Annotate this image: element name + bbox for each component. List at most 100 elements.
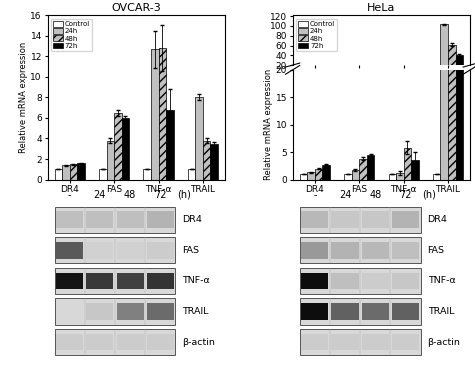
Text: DR4: DR4 xyxy=(428,215,447,224)
Bar xyxy=(301,272,328,289)
Bar xyxy=(56,334,83,350)
Bar xyxy=(301,242,328,259)
Legend: Control, 24h, 48h, 72h: Control, 24h, 48h, 72h xyxy=(51,19,92,51)
Bar xyxy=(456,0,463,180)
Bar xyxy=(116,242,143,259)
Bar xyxy=(332,272,359,289)
Bar xyxy=(203,141,210,180)
Text: TNF-α: TNF-α xyxy=(428,276,456,285)
Bar xyxy=(392,272,419,289)
Bar xyxy=(359,159,367,180)
Text: 72: 72 xyxy=(154,190,167,200)
Bar xyxy=(114,113,122,180)
Bar xyxy=(300,298,420,325)
Bar xyxy=(332,303,359,320)
Bar xyxy=(116,211,143,228)
Bar xyxy=(300,329,420,355)
Bar xyxy=(86,334,114,350)
Text: β-actin: β-actin xyxy=(428,337,460,347)
Bar xyxy=(147,272,174,289)
Bar xyxy=(195,97,203,180)
Text: 24: 24 xyxy=(339,190,351,200)
Bar xyxy=(116,272,143,289)
Bar xyxy=(300,74,307,75)
Bar xyxy=(86,272,114,289)
Text: TNF-α: TNF-α xyxy=(182,276,210,285)
Text: -: - xyxy=(313,190,316,200)
Bar xyxy=(307,74,315,75)
Bar xyxy=(147,211,174,228)
Y-axis label: Relative mRNA expression: Relative mRNA expression xyxy=(19,42,28,153)
Bar xyxy=(367,155,374,180)
Bar xyxy=(344,74,352,75)
Bar xyxy=(151,49,159,180)
Bar xyxy=(86,242,114,259)
Bar xyxy=(404,148,411,180)
Bar xyxy=(361,211,389,228)
Bar xyxy=(301,303,328,320)
Title: OVCAR-3: OVCAR-3 xyxy=(112,3,161,13)
Bar xyxy=(56,272,83,289)
Bar xyxy=(55,298,175,325)
Bar xyxy=(143,169,151,180)
Bar xyxy=(77,163,85,180)
Bar xyxy=(55,237,175,263)
Bar xyxy=(301,334,328,350)
Bar xyxy=(332,242,359,259)
Bar xyxy=(404,72,411,75)
Bar xyxy=(307,173,315,180)
Title: HeLa: HeLa xyxy=(367,3,396,13)
Bar xyxy=(352,74,359,75)
Bar xyxy=(56,211,83,228)
Bar xyxy=(166,110,174,180)
Text: FAS: FAS xyxy=(182,246,200,255)
Bar xyxy=(411,160,419,180)
Y-axis label: Relative mRNA expression: Relative mRNA expression xyxy=(264,69,273,180)
Bar xyxy=(55,207,175,233)
Bar xyxy=(300,237,420,263)
Bar xyxy=(411,73,419,75)
Bar xyxy=(62,165,70,180)
Bar xyxy=(300,268,420,294)
Bar xyxy=(301,211,328,228)
Bar xyxy=(392,242,419,259)
Bar xyxy=(106,141,114,180)
Bar xyxy=(440,0,448,180)
Text: (h): (h) xyxy=(177,190,191,200)
Bar xyxy=(147,242,174,259)
Bar xyxy=(210,144,218,180)
Bar xyxy=(86,303,114,320)
Text: (h): (h) xyxy=(422,190,436,200)
Bar xyxy=(392,211,419,228)
Text: 48: 48 xyxy=(369,190,381,200)
Bar xyxy=(456,55,463,75)
Bar xyxy=(70,164,77,180)
Bar xyxy=(433,174,440,180)
Bar xyxy=(315,74,323,75)
Bar xyxy=(367,73,374,75)
Text: DR4: DR4 xyxy=(182,215,202,224)
Bar xyxy=(332,334,359,350)
Text: 24: 24 xyxy=(94,190,106,200)
Bar xyxy=(440,24,448,75)
Bar xyxy=(55,169,62,180)
Bar xyxy=(352,170,359,180)
Text: TRAIL: TRAIL xyxy=(182,307,209,316)
Bar xyxy=(300,207,420,233)
Bar xyxy=(99,169,106,180)
Text: -: - xyxy=(68,190,71,200)
Text: FAS: FAS xyxy=(428,246,445,255)
Bar xyxy=(86,211,114,228)
Bar xyxy=(392,303,419,320)
Bar xyxy=(56,242,83,259)
Bar xyxy=(55,268,175,294)
Bar xyxy=(323,74,330,75)
Bar xyxy=(323,165,330,180)
Bar xyxy=(300,174,307,180)
Bar xyxy=(448,0,456,180)
Bar xyxy=(147,334,174,350)
Bar xyxy=(55,329,175,355)
Bar xyxy=(147,303,174,320)
Bar xyxy=(315,169,323,180)
Bar xyxy=(361,303,389,320)
